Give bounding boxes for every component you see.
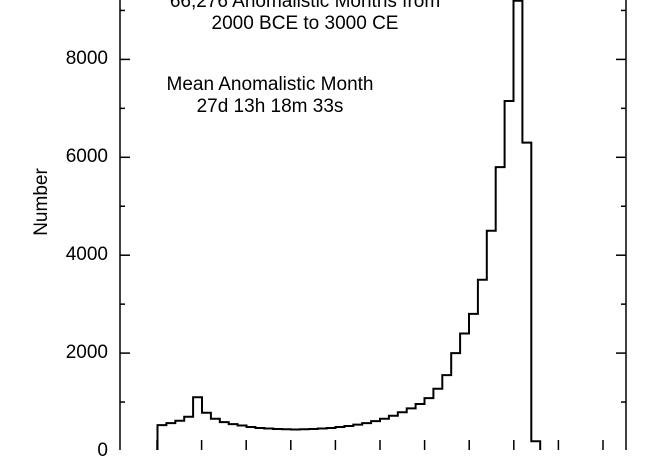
- y-axis-ticks: [120, 9, 626, 403]
- annotation-date-range: 2000 BCE to 3000 CE: [211, 13, 399, 34]
- y-tick-label: 6000: [65, 146, 108, 168]
- y-tick-label: 0: [97, 440, 108, 461]
- histogram-outline: [156, 0, 551, 450]
- anomalistic-month-histogram: [119, 0, 627, 450]
- y-tick-label: 2000: [65, 342, 108, 364]
- y-tick-label: 4000: [65, 244, 108, 266]
- annotation-months-count: 66,276 Anomalistic Months from: [169, 0, 441, 12]
- annotation-mean-title: Mean Anomalistic Month: [166, 74, 374, 95]
- y-tick-label: 8000: [65, 48, 108, 70]
- y-axis-label: Number: [31, 168, 52, 236]
- annotation-mean-value: 27d 13h 18m 33s: [196, 96, 344, 117]
